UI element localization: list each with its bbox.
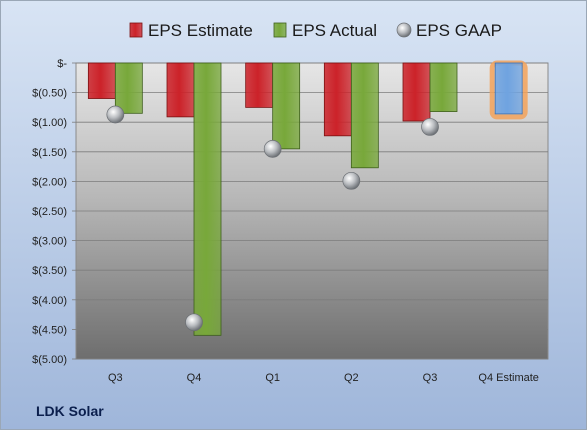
- legend-label: EPS Estimate: [148, 21, 253, 40]
- eps-gaap-point: [106, 105, 125, 124]
- x-tick-label: Q4: [187, 372, 202, 384]
- eps-actual-bar: [114, 62, 143, 114]
- eps-actual-bar: [429, 62, 458, 112]
- y-tick-label: $(5.00): [32, 354, 67, 366]
- legend-swatch: [273, 22, 287, 38]
- eps-estimate-bar: [494, 62, 523, 115]
- legend-label: EPS Actual: [292, 21, 377, 40]
- eps-actual-bar: [350, 62, 379, 169]
- eps-gaap-point: [421, 118, 439, 136]
- y-tick-label: $(2.50): [32, 206, 67, 218]
- y-tick-label: $(3.00): [32, 236, 67, 248]
- eps-estimate-bar: [402, 62, 431, 122]
- eps-estimate-bar: [245, 62, 274, 108]
- x-tick-label: Q3: [423, 372, 438, 384]
- x-tick-label: Q2: [344, 372, 359, 384]
- y-tick-label: $(4.50): [32, 324, 67, 336]
- eps-gaap-point: [263, 139, 282, 158]
- eps-gaap-point: [185, 313, 203, 332]
- eps-estimate-bar: [166, 62, 195, 118]
- y-tick-label: $(1.50): [32, 147, 67, 159]
- y-tick-label: $(0.50): [32, 88, 67, 100]
- legend-label: EPS GAAP: [416, 21, 502, 40]
- y-tick-label: $(4.00): [32, 295, 67, 307]
- legend-swatch: [129, 22, 143, 38]
- company-label: LDK Solar: [36, 403, 104, 419]
- eps-estimate-bar: [323, 62, 352, 137]
- eps-estimate-bar: [87, 62, 116, 99]
- eps-actual-bar: [272, 62, 301, 150]
- y-tick-label: $(3.50): [32, 265, 67, 277]
- y-tick-label: $(2.00): [32, 176, 67, 188]
- x-tick-label: Q3: [108, 372, 123, 384]
- y-tick-label: $-: [57, 58, 67, 70]
- y-tick-label: $(1.00): [32, 117, 67, 129]
- x-tick-label: Q4 Estimate: [478, 372, 539, 384]
- legend-swatch: [396, 22, 412, 38]
- x-tick-label: Q1: [265, 372, 280, 384]
- eps-gaap-point: [342, 171, 361, 190]
- eps-actual-bar: [193, 62, 222, 336]
